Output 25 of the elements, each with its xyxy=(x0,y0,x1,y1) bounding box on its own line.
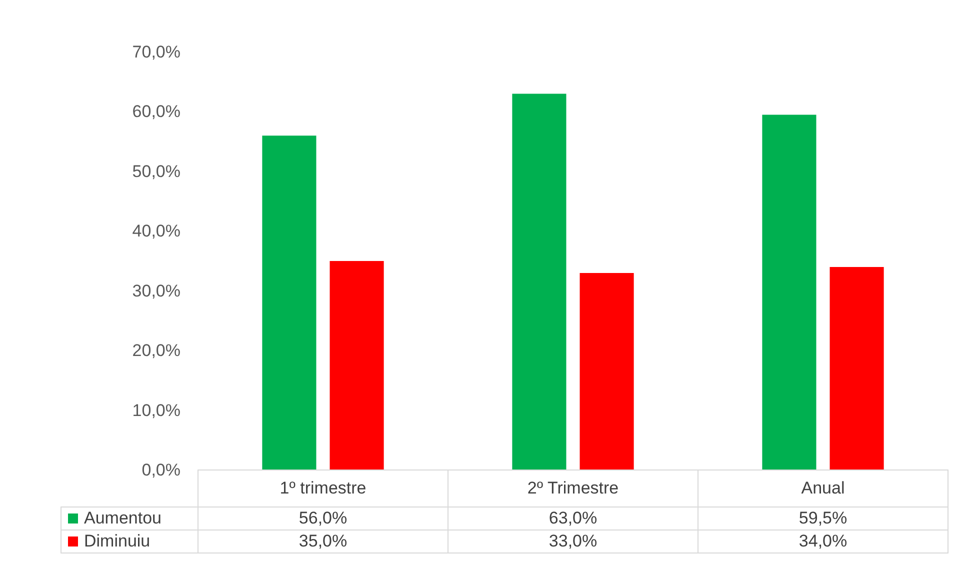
bar xyxy=(580,272,634,470)
data-label: 59,5% xyxy=(798,508,848,528)
x-tick-label: 2º Trimestre xyxy=(527,478,619,498)
bar xyxy=(330,261,384,470)
bar xyxy=(512,94,566,470)
x-tick-label: 1º trimestre xyxy=(280,478,366,498)
y-tick-label: 0,0% xyxy=(142,460,180,480)
y-tick-label: 10,0% xyxy=(132,400,180,420)
y-tick-label: 40,0% xyxy=(132,222,180,241)
bar xyxy=(262,136,316,470)
x-tick-label: Anual xyxy=(801,478,845,498)
bar xyxy=(762,114,816,470)
data-label: 63,0% xyxy=(548,508,598,528)
legend-label: Aumentou xyxy=(84,508,162,528)
data-label: 34,0% xyxy=(798,532,848,550)
y-tick-label: 60,0% xyxy=(132,102,180,122)
data-label: 35,0% xyxy=(298,532,348,550)
bar xyxy=(830,266,884,470)
data-label: 33,0% xyxy=(548,532,598,550)
y-tick-label: 70,0% xyxy=(132,42,180,62)
y-tick-label: 20,0% xyxy=(132,341,180,360)
y-tick-label: 50,0% xyxy=(132,162,180,181)
data-label: 56,0% xyxy=(298,508,348,528)
y-tick-label: 30,0% xyxy=(132,281,180,300)
legend-label: Diminuiu xyxy=(84,532,150,550)
